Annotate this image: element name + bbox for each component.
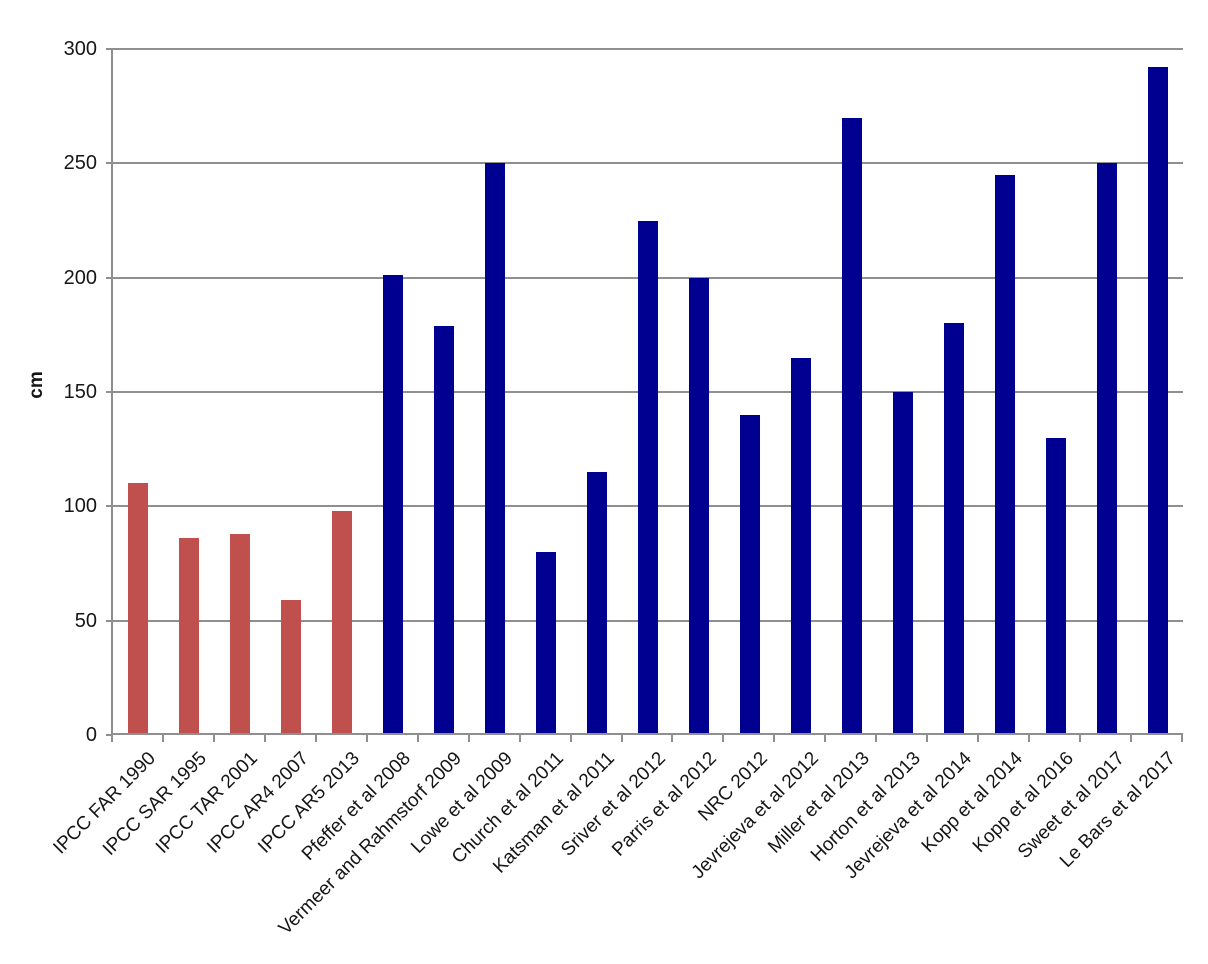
- y-axis-tick: [106, 619, 113, 622]
- y-tick-label: 300: [63, 38, 97, 60]
- x-axis-tick: [416, 735, 419, 742]
- x-axis-tick: [569, 735, 572, 742]
- y-axis-tick: [106, 162, 113, 165]
- bar: [841, 117, 862, 735]
- bar: [739, 414, 760, 735]
- bar: [1147, 67, 1168, 735]
- y-tick-label: 100: [63, 495, 97, 518]
- bar: [688, 277, 709, 735]
- y-axis-tick: [106, 734, 113, 736]
- bar: [485, 163, 506, 735]
- x-axis-tick: [314, 735, 317, 742]
- bar: [128, 483, 149, 735]
- bar: [230, 533, 251, 735]
- x-axis-tick: [263, 735, 266, 742]
- x-axis: [111, 733, 1183, 735]
- y-tick-label: 0: [85, 724, 97, 746]
- bar: [790, 357, 811, 735]
- bar: [179, 538, 200, 735]
- x-axis-tick: [1130, 735, 1133, 742]
- bar: [1045, 437, 1066, 735]
- bar: [587, 472, 608, 735]
- x-axis-tick: [1181, 735, 1183, 742]
- y-axis: [111, 48, 113, 735]
- y-axis-tick: [106, 48, 113, 50]
- x-axis-tick: [212, 735, 215, 742]
- x-axis-tick: [365, 735, 368, 742]
- x-axis-tick: [926, 735, 929, 742]
- y-axis-tick: [106, 505, 113, 508]
- bar: [383, 275, 404, 735]
- bar: [943, 323, 964, 735]
- x-axis-tick: [671, 735, 674, 742]
- y-tick-label: 50: [74, 609, 97, 632]
- bar: [638, 220, 658, 735]
- y-tick-label: 250: [63, 152, 97, 175]
- y-axis-tick: [106, 391, 113, 393]
- y-axis-tick: [106, 276, 113, 279]
- x-axis-tick: [161, 735, 164, 742]
- x-axis-tick: [722, 735, 725, 742]
- x-axis-tick: [875, 735, 878, 742]
- bar: [994, 174, 1015, 735]
- bar: [281, 600, 302, 735]
- x-axis-tick: [773, 735, 776, 742]
- y-tick-label: 200: [63, 266, 97, 289]
- y-tick-label: 150: [63, 381, 97, 403]
- bar: [536, 552, 557, 735]
- gridline: [113, 162, 1183, 165]
- x-axis-tick: [620, 735, 623, 742]
- bar: [1096, 163, 1117, 735]
- x-axis-tick: [518, 735, 521, 742]
- bar: [892, 392, 913, 735]
- x-axis-tick: [111, 735, 113, 742]
- bar: [434, 325, 455, 735]
- x-axis-tick: [1079, 735, 1082, 742]
- x-axis-tick: [467, 735, 470, 742]
- x-axis-tick: [977, 735, 980, 742]
- bar: [332, 510, 353, 735]
- x-axis-tick: [824, 735, 827, 742]
- x-axis-tick: [1028, 735, 1031, 742]
- gridline: [113, 48, 1183, 50]
